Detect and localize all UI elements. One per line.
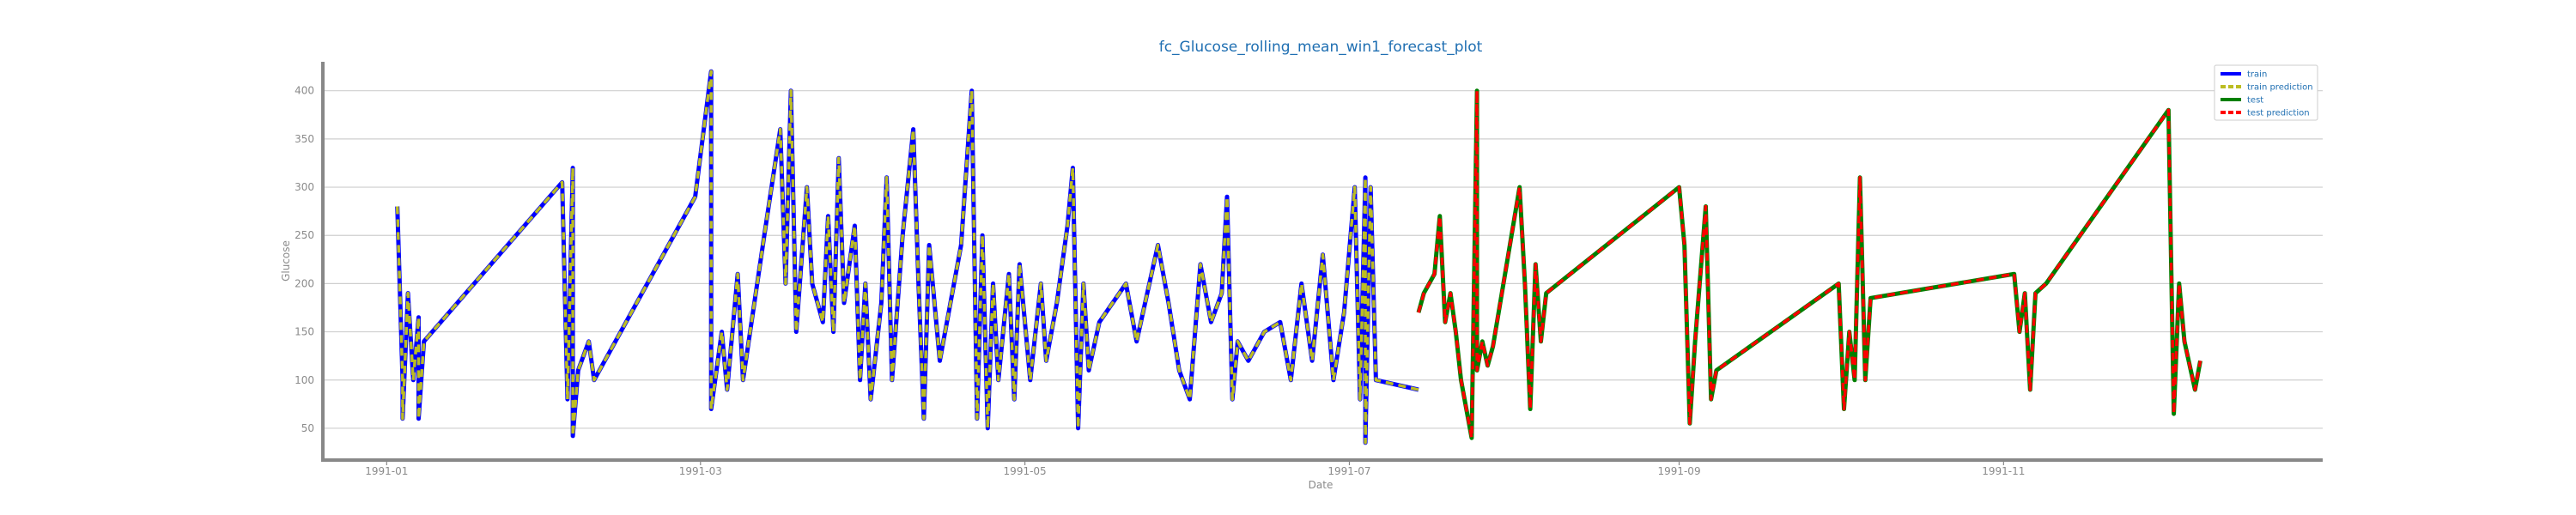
grid-lines	[323, 90, 2323, 429]
y-tick-label: 300	[295, 181, 314, 193]
x-axis-label: Date	[1309, 479, 1334, 491]
y-tick-label: 150	[295, 326, 314, 338]
series-line-train-prediction	[395, 70, 1419, 445]
x-tick-label: 1991-03	[679, 465, 722, 477]
y-tick-label: 50	[301, 422, 314, 434]
x-tick-label: 1991-07	[1327, 465, 1370, 477]
x-tick-label: 1991-05	[1004, 465, 1047, 477]
legend-box	[2214, 64, 2318, 121]
y-tick-label: 100	[295, 374, 314, 386]
axes	[321, 62, 2323, 462]
chart-title: fc_Glucose_rolling_mean_win1_forecast_pl…	[1159, 39, 1483, 56]
y-axis-label: Glucose	[280, 240, 292, 282]
legend: train train prediction test test prediction	[2214, 64, 2318, 121]
y-tick-label: 250	[295, 229, 314, 241]
x-tick-labels: 1991-01 1991-03 1991-05 1991-07 1991-09 1991-…	[365, 460, 2025, 477]
series-line-test-prediction	[1417, 88, 2202, 439]
y-tick-labels: 50 100 150 200 250 300 350 400	[295, 85, 314, 434]
y-tick-label: 400	[295, 85, 314, 97]
legend-label: test	[2247, 96, 2263, 106]
y-tick-label: 200	[295, 277, 314, 289]
legend-label: train prediction	[2247, 83, 2313, 93]
legend-label: train	[2247, 70, 2267, 80]
y-tick-label: 350	[295, 133, 314, 145]
x-tick-label: 1991-09	[1657, 465, 1700, 477]
legend-label: test prediction	[2247, 109, 2310, 118]
series-line-train	[395, 69, 1419, 445]
series-layer	[395, 69, 2202, 445]
x-tick-label: 1991-01	[365, 465, 408, 477]
x-tick-label: 1991-11	[1982, 465, 2025, 477]
